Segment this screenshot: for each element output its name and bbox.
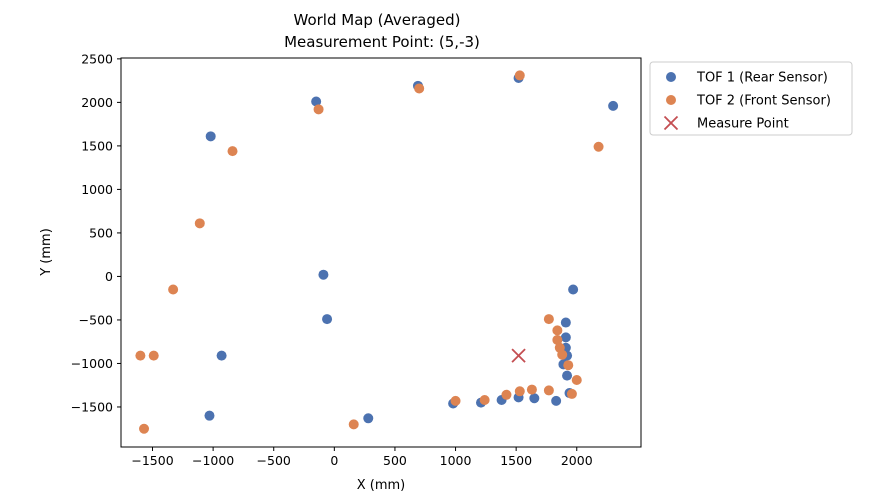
x-axis-label: X (mm) (357, 478, 406, 493)
y-tick-label: −1500 (71, 399, 113, 414)
data-point (479, 395, 490, 406)
data-point (414, 83, 425, 94)
data-point (139, 423, 150, 434)
legend-label: TOF 2 (Front Sensor) (696, 94, 831, 109)
data-point (348, 419, 359, 430)
y-tick-label: 500 (89, 225, 113, 240)
y-axis-ticks: −1500 −1000 −500 0 500 1000 1500 2000 2500 (71, 51, 121, 414)
y-tick-label: −1000 (71, 356, 113, 371)
legend-marker (663, 115, 679, 131)
data-point (194, 218, 205, 229)
data-point (168, 284, 179, 295)
data-point (322, 314, 333, 325)
x-tick-label: 1500 (500, 453, 532, 468)
data-point (608, 100, 619, 111)
data-point (514, 70, 525, 81)
chart-subtitle: Measurement Point: (5,-3) (284, 33, 480, 51)
series-2 (135, 70, 604, 434)
series-3 (511, 348, 526, 363)
data-point (566, 388, 577, 399)
x-tick-label: −1500 (131, 453, 173, 468)
legend-label: TOF 1 (Rear Sensor) (696, 71, 828, 86)
data-point (363, 413, 374, 424)
data-point (568, 284, 579, 295)
legend-label: Measure Point (697, 117, 789, 132)
y-tick-label: 0 (105, 269, 113, 284)
data-point (552, 325, 563, 336)
x-axis-ticks: −1500 −1000 −500 0 500 1000 1500 2000 (131, 447, 593, 468)
data-point (563, 360, 574, 371)
data-point (501, 389, 512, 400)
data-point (450, 395, 461, 406)
data-points (135, 70, 619, 434)
x-tick-label: 500 (383, 453, 407, 468)
chart-title: World Map (Averaged) (294, 11, 461, 29)
data-point (543, 314, 554, 325)
data-point (311, 96, 322, 107)
data-point (204, 410, 215, 421)
data-point (593, 141, 604, 152)
data-point (205, 131, 216, 142)
data-point (148, 350, 159, 361)
data-point (318, 269, 329, 280)
legend-marker (666, 72, 676, 82)
x-tick-label: −1000 (192, 453, 234, 468)
x-tick-label: −500 (257, 453, 291, 468)
data-point (135, 350, 146, 361)
x-tick-label: 1000 (440, 453, 472, 468)
y-axis-label: Y (mm) (39, 228, 54, 277)
legend: TOF 1 (Rear Sensor) TOF 2 (Front Sensor) M… (649, 61, 853, 136)
legend-marker (666, 95, 676, 105)
data-point (560, 317, 571, 328)
y-tick-label: 1000 (81, 182, 113, 197)
data-point (571, 374, 582, 385)
data-point (526, 384, 537, 395)
data-point (514, 386, 525, 397)
data-point (554, 342, 565, 353)
y-tick-label: 2000 (81, 95, 113, 110)
plot-area-frame (120, 57, 642, 448)
data-point (551, 395, 562, 406)
y-tick-label: −500 (79, 312, 113, 327)
data-point (529, 393, 540, 404)
data-point (562, 370, 573, 381)
y-tick-label: 2500 (81, 51, 113, 66)
x-tick-label: 2000 (561, 453, 593, 468)
x-tick-label: 0 (330, 453, 338, 468)
series-1 (204, 73, 619, 424)
data-point (216, 350, 227, 361)
measure-point-marker (511, 348, 526, 363)
data-point (560, 332, 571, 343)
data-point (313, 104, 324, 115)
y-tick-label: 1500 (81, 138, 113, 153)
legend-box (649, 61, 853, 136)
data-point (227, 146, 238, 157)
data-point (543, 385, 554, 396)
data-point (552, 334, 563, 345)
